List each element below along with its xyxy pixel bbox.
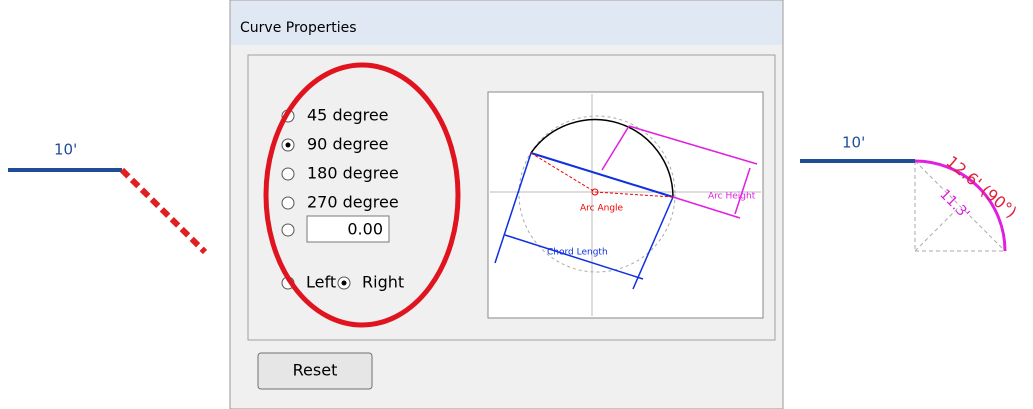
- radio-dot: [341, 280, 347, 286]
- angle-option: 90 degree: [307, 135, 389, 154]
- diagram-box: [487, 91, 764, 319]
- dim: [632, 196, 674, 290]
- highlight-ellipse: [263, 62, 461, 328]
- radius: [530, 152, 596, 193]
- radius: [594, 191, 674, 198]
- angle-option: 270 degree: [307, 193, 399, 212]
- arc-angle-label: Arc Angle: [580, 204, 624, 214]
- length-label: 10': [54, 141, 77, 159]
- dim: [504, 234, 644, 280]
- reset-label: Reset: [293, 361, 338, 380]
- radio-button[interactable]: [281, 223, 295, 237]
- center: [591, 188, 599, 196]
- arc-height-label: Arc Height: [708, 192, 756, 202]
- radio-button[interactable]: [281, 167, 295, 181]
- chord: [530, 152, 674, 198]
- arc: [530, 118, 674, 198]
- radio-dot: [285, 142, 291, 148]
- arc: [914, 159, 1007, 252]
- angle-input[interactable]: [306, 215, 390, 243]
- dialog-title: Curve Properties: [240, 20, 357, 36]
- chord-length-label: Chord Length: [547, 248, 608, 258]
- radio-button[interactable]: [281, 196, 295, 210]
- circle: [518, 115, 676, 273]
- height-dim: [734, 167, 751, 215]
- reset-button[interactable]: [257, 352, 373, 390]
- height-dim: [672, 196, 741, 219]
- angle-option: 180 degree: [307, 164, 399, 183]
- angle-input-value: 0.00: [347, 220, 383, 239]
- direction-option: Right: [362, 273, 404, 292]
- length-label: 10': [842, 134, 865, 152]
- direction-option: Left: [306, 273, 336, 292]
- curve-preview: [119, 167, 208, 255]
- height-dim: [628, 125, 758, 165]
- chord-label: 11.3': [936, 186, 972, 222]
- height-dim: [601, 125, 630, 171]
- guide: [914, 205, 961, 252]
- angle-option: 45 degree: [307, 106, 389, 125]
- title-bar: [231, 1, 782, 45]
- dim: [494, 152, 532, 264]
